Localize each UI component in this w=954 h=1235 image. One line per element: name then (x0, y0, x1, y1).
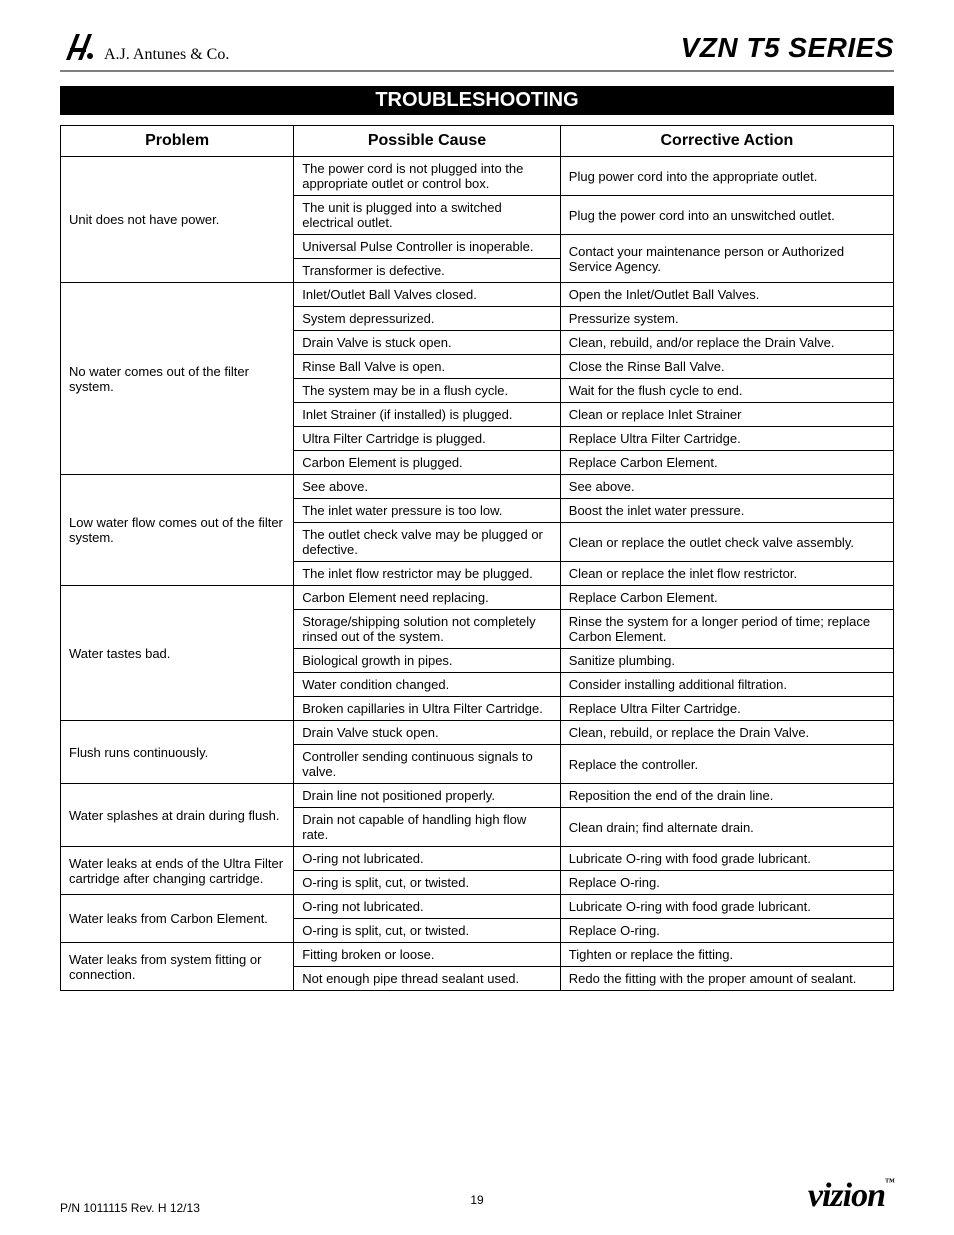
cell-action: Replace the controller. (560, 745, 893, 784)
cell-cause: Drain line not positioned properly. (294, 784, 561, 808)
antunes-logo-icon (60, 30, 100, 64)
cell-cause: The unit is plugged into a switched elec… (294, 196, 561, 235)
cell-action: Clean, rebuild, or replace the Drain Val… (560, 721, 893, 745)
cell-action: Wait for the flush cycle to end. (560, 379, 893, 403)
cell-action: Contact your maintenance person or Autho… (560, 235, 893, 283)
cell-cause: Ultra Filter Cartridge is plugged. (294, 427, 561, 451)
cell-cause: The system may be in a flush cycle. (294, 379, 561, 403)
brand-text: A.J. Antunes & Co. (104, 46, 229, 64)
cell-problem: Water leaks from system fitting or conne… (61, 943, 294, 991)
table-row: Water tastes bad.Carbon Element need rep… (61, 586, 894, 610)
cell-action: Replace O-ring. (560, 871, 893, 895)
table-row: Unit does not have power.The power cord … (61, 157, 894, 196)
cell-problem: Water leaks at ends of the Ultra Filter … (61, 847, 294, 895)
cell-cause: Water condition changed. (294, 673, 561, 697)
cell-action: Replace O-ring. (560, 919, 893, 943)
cell-action: Consider installing additional filtratio… (560, 673, 893, 697)
table-row: Water splashes at drain during flush.Dra… (61, 784, 894, 808)
cell-action: Clean, rebuild, and/or replace the Drain… (560, 331, 893, 355)
cell-action: Tighten or replace the fitting. (560, 943, 893, 967)
cell-action: Plug the power cord into an unswitched o… (560, 196, 893, 235)
cell-action: Lubricate O-ring with food grade lubrica… (560, 895, 893, 919)
cell-action: Close the Rinse Ball Valve. (560, 355, 893, 379)
table-header-row: Problem Possible Cause Corrective Action (61, 126, 894, 157)
cell-action: Plug power cord into the appropriate out… (560, 157, 893, 196)
cell-action: Open the Inlet/Outlet Ball Valves. (560, 283, 893, 307)
table-row: Water leaks from Carbon Element.O-ring n… (61, 895, 894, 919)
col-problem: Problem (61, 126, 294, 157)
cell-action: Rinse the system for a longer period of … (560, 610, 893, 649)
cell-cause: O-ring is split, cut, or twisted. (294, 871, 561, 895)
cell-cause: Biological growth in pipes. (294, 649, 561, 673)
vizion-logo: vizion™ (808, 1177, 894, 1215)
vizion-logo-tm: ™ (885, 1177, 894, 1188)
footer-left: P/N 1011115 Rev. H 12/13 (60, 1201, 200, 1215)
page-footer: P/N 1011115 Rev. H 12/13 19 vizion™ (60, 1157, 894, 1215)
page-header: A.J. Antunes & Co. VZN T5 SERIES (60, 30, 894, 72)
col-action: Corrective Action (560, 126, 893, 157)
cell-cause: O-ring not lubricated. (294, 847, 561, 871)
cell-cause: The power cord is not plugged into the a… (294, 157, 561, 196)
table-row: Flush runs continuously.Drain Valve stuc… (61, 721, 894, 745)
cell-problem: Water leaks from Carbon Element. (61, 895, 294, 943)
cell-action: Redo the fitting with the proper amount … (560, 967, 893, 991)
cell-action: Pressurize system. (560, 307, 893, 331)
cell-action: Replace Ultra Filter Cartridge. (560, 427, 893, 451)
cell-problem: Flush runs continuously. (61, 721, 294, 784)
cell-action: Clean or replace the inlet flow restrict… (560, 562, 893, 586)
cell-cause: See above. (294, 475, 561, 499)
cell-cause: The inlet water pressure is too low. (294, 499, 561, 523)
cell-cause: Drain Valve stuck open. (294, 721, 561, 745)
table-row: No water comes out of the filter system.… (61, 283, 894, 307)
cell-action: Replace Carbon Element. (560, 586, 893, 610)
vizion-logo-text: vizion (808, 1177, 885, 1214)
cell-action: Boost the inlet water pressure. (560, 499, 893, 523)
cell-problem: Water splashes at drain during flush. (61, 784, 294, 847)
cell-cause: Rinse Ball Valve is open. (294, 355, 561, 379)
cell-cause: Storage/shipping solution not completely… (294, 610, 561, 649)
cell-action: Sanitize plumbing. (560, 649, 893, 673)
table-row: Water leaks at ends of the Ultra Filter … (61, 847, 894, 871)
cell-cause: Drain not capable of handling high flow … (294, 808, 561, 847)
section-title: TROUBLESHOOTING (375, 89, 578, 111)
cell-cause: O-ring is split, cut, or twisted. (294, 919, 561, 943)
cell-cause: The outlet check valve may be plugged or… (294, 523, 561, 562)
cell-cause: Carbon Element need replacing. (294, 586, 561, 610)
cell-cause: Transformer is defective. (294, 259, 561, 283)
cell-problem: Low water flow comes out of the filter s… (61, 475, 294, 586)
cell-cause: O-ring not lubricated. (294, 895, 561, 919)
cell-cause: The inlet flow restrictor may be plugged… (294, 562, 561, 586)
table-row: Low water flow comes out of the filter s… (61, 475, 894, 499)
cell-cause: Universal Pulse Controller is inoperable… (294, 235, 561, 259)
cell-action: Reposition the end of the drain line. (560, 784, 893, 808)
cell-action: See above. (560, 475, 893, 499)
cell-cause: Not enough pipe thread sealant used. (294, 967, 561, 991)
cell-action: Clean or replace Inlet Strainer (560, 403, 893, 427)
table-row: Water leaks from system fitting or conne… (61, 943, 894, 967)
cell-problem: Unit does not have power. (61, 157, 294, 283)
cell-cause: Drain Valve is stuck open. (294, 331, 561, 355)
cell-cause: Fitting broken or loose. (294, 943, 561, 967)
cell-cause: Inlet/Outlet Ball Valves closed. (294, 283, 561, 307)
cell-action: Lubricate O-ring with food grade lubrica… (560, 847, 893, 871)
cell-action: Clean or replace the outlet check valve … (560, 523, 893, 562)
cell-action: Replace Ultra Filter Cartridge. (560, 697, 893, 721)
cell-problem: No water comes out of the filter system. (61, 283, 294, 475)
troubleshooting-table: Problem Possible Cause Corrective Action… (60, 125, 894, 991)
cell-action: Replace Carbon Element. (560, 451, 893, 475)
brand-logo-left: A.J. Antunes & Co. (60, 30, 229, 64)
page: A.J. Antunes & Co. VZN T5 SERIES TROUBLE… (0, 0, 954, 1235)
cell-cause: Carbon Element is plugged. (294, 451, 561, 475)
cell-cause: Inlet Strainer (if installed) is plugged… (294, 403, 561, 427)
col-cause: Possible Cause (294, 126, 561, 157)
cell-cause: Controller sending continuous signals to… (294, 745, 561, 784)
cell-cause: System depressurized. (294, 307, 561, 331)
cell-problem: Water tastes bad. (61, 586, 294, 721)
cell-action: Clean drain; find alternate drain. (560, 808, 893, 847)
section-title-bar: TROUBLESHOOTING (60, 86, 894, 115)
cell-cause: Broken capillaries in Ultra Filter Cartr… (294, 697, 561, 721)
series-title: VZN T5 SERIES (681, 32, 894, 64)
footer-page-number: 19 (470, 1193, 483, 1207)
